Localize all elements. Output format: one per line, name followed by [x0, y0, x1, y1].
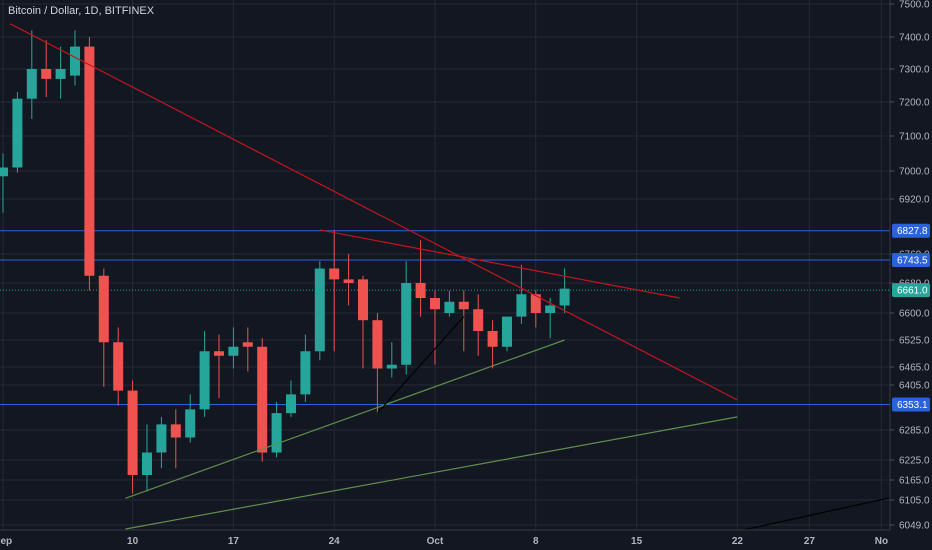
candle-body	[502, 316, 512, 347]
trendline	[125, 416, 738, 530]
price-tag-box	[892, 252, 930, 267]
candle-body	[516, 294, 527, 317]
candle-body	[70, 46, 80, 76]
price-tick-label: 6920.0	[899, 195, 930, 206]
candle-body	[530, 294, 541, 313]
candle-body	[314, 268, 325, 352]
candle-body	[185, 409, 196, 438]
trendline	[376, 316, 465, 414]
candle-body	[473, 309, 484, 331]
price-tick-label: 6600.0	[899, 309, 930, 320]
time-tick-label: No	[875, 536, 888, 547]
time-tick-label: Sep	[0, 536, 12, 547]
time-tick-label: 10	[127, 536, 139, 547]
candle-body	[41, 69, 52, 79]
trendline	[125, 339, 565, 499]
candle-body	[487, 331, 498, 347]
price-tick-label: 7400.0	[899, 33, 930, 44]
time-tick-label: 24	[329, 536, 341, 547]
candle-body	[214, 351, 224, 356]
price-tag-box	[892, 397, 930, 412]
trendline	[9, 23, 738, 401]
price-axis: 6049.0 6105.0 6165.0 6225.0 6285.0 6405.0 6465…	[889, 0, 932, 550]
trendlines	[9, 23, 911, 532]
candle-body	[257, 346, 268, 453]
candle-body	[156, 424, 167, 453]
price-tag-label: 6661.0	[897, 286, 928, 297]
candle-body	[430, 298, 440, 310]
candle-body	[228, 346, 239, 356]
candle-body	[545, 305, 556, 313]
candle-body	[170, 424, 181, 438]
price-tick-label: 6165.0	[899, 476, 930, 487]
candle-body	[300, 351, 311, 395]
price-tags: 6827.8 6743.5 6661.0 6353.1	[892, 223, 930, 412]
candle-body	[386, 364, 397, 369]
trendline	[737, 492, 911, 532]
candlestick-series	[0, 30, 570, 494]
candle-body	[242, 342, 253, 347]
time-axis: Sep 10 17 24 Oct 8 15 22 27 No	[0, 529, 932, 550]
price-tag-box	[892, 223, 930, 238]
price-tick-label: 6049.0	[899, 521, 930, 532]
price-tick-label: 6525.0	[899, 336, 930, 347]
candle-body	[286, 394, 296, 414]
time-tick-label: Oct	[427, 536, 444, 547]
price-tag-label: 6827.8	[897, 226, 928, 237]
price-tag-label: 6743.5	[897, 255, 928, 266]
candle-body	[444, 301, 455, 313]
chart-grid	[0, 0, 890, 530]
candle-body	[343, 279, 354, 283]
price-tick-label: 6225.0	[899, 456, 930, 467]
time-tick-label: 27	[804, 536, 816, 547]
price-tag-box	[892, 283, 930, 298]
price-tick-label: 6105.0	[899, 496, 930, 507]
price-tick-label: 7200.0	[899, 98, 930, 109]
time-tick-label: 15	[631, 536, 643, 547]
candle-body	[12, 98, 23, 168]
candle-body	[199, 351, 210, 410]
time-tick-label: 17	[228, 536, 240, 547]
price-tick-label: 7300.0	[899, 65, 930, 76]
chart-title: Bitcoin / Dollar, 1D, BITFINEX	[8, 5, 155, 17]
candle-body	[55, 69, 66, 79]
time-axis-panel	[0, 530, 932, 550]
price-axis-panel	[890, 0, 932, 550]
horizontal-levels	[0, 230, 890, 405]
price-tick-label: 6285.0	[899, 426, 930, 437]
candle-body	[142, 452, 152, 475]
candle-body	[458, 301, 469, 310]
candle-body	[84, 46, 95, 276]
candle-body	[372, 320, 383, 369]
price-tick-label: 7500.0	[899, 0, 930, 11]
candle-body	[329, 268, 340, 280]
candle-body	[271, 413, 282, 453]
time-tick-label: 22	[732, 536, 744, 547]
candle-body	[0, 167, 8, 177]
candle-body	[358, 279, 368, 321]
candle-body	[401, 283, 412, 365]
price-tick-label: 7000.0	[899, 167, 930, 178]
candle-body	[26, 69, 37, 99]
candle-body	[127, 390, 138, 475]
price-tag-label: 6353.1	[897, 400, 928, 411]
candle-body	[113, 342, 124, 391]
price-tick-label: 6465.0	[899, 363, 930, 374]
price-tick-label: 6405.0	[899, 381, 930, 392]
candle-body	[98, 275, 109, 343]
candle-body	[559, 288, 570, 306]
price-tick-label: 7100.0	[899, 132, 930, 143]
candle-body	[415, 283, 426, 298]
trendline	[319, 229, 680, 299]
time-tick-label: 8	[533, 536, 539, 547]
